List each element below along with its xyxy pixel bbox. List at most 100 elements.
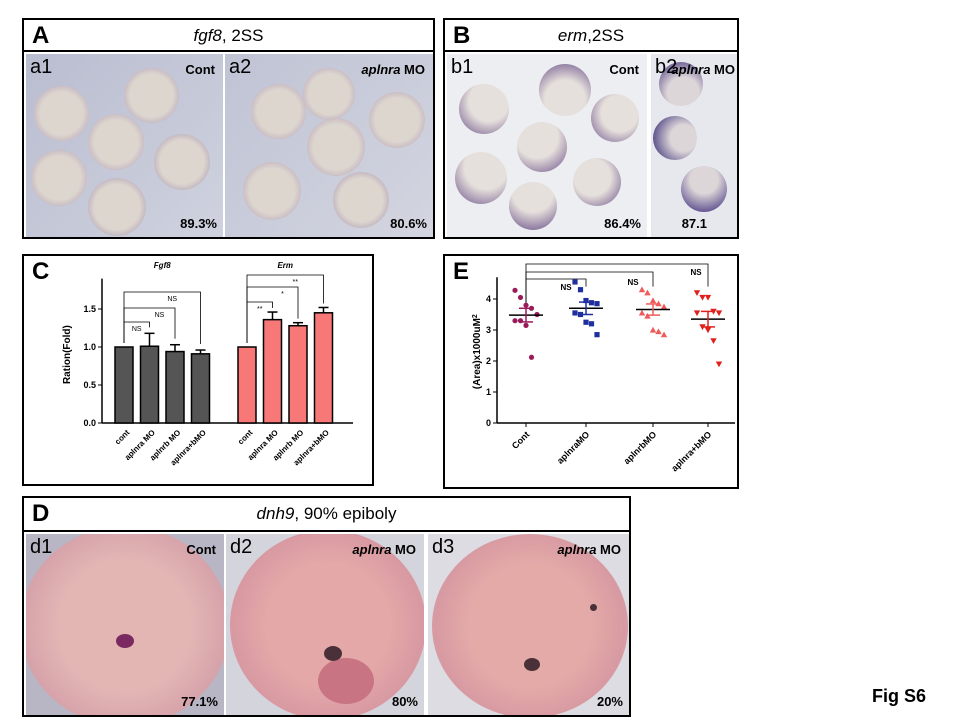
- bar: [190, 353, 211, 424]
- significance-bracket: [123, 291, 201, 345]
- panel-title: fgf8, 2SS: [193, 26, 264, 45]
- panel-title: dnh9, 90% epiboly: [256, 504, 397, 523]
- y-tick-label: 1: [486, 387, 491, 397]
- data-point: [710, 338, 717, 345]
- panel-label: B: [453, 22, 471, 49]
- data-point: [594, 301, 600, 307]
- y-tick-label: 0: [486, 418, 491, 428]
- group-title: Fgf8: [154, 261, 171, 270]
- significance-label: *: [281, 291, 284, 298]
- condition-label: aplnra MO: [352, 542, 416, 557]
- panel-title: erm,2SS: [557, 26, 625, 45]
- data-point: [583, 297, 589, 304]
- data-point: [638, 309, 646, 316]
- bar: [313, 312, 334, 424]
- embryo-image-d1: d1 Cont 77.1%: [26, 534, 224, 715]
- y-tick-label: 3: [486, 325, 491, 335]
- y-axis-label: Ration(Fold): [62, 325, 73, 384]
- embryo-image-d3: d3 aplnra MO 20%: [428, 534, 629, 715]
- x-tick-label: Cont: [510, 429, 532, 451]
- significance-label: NS: [690, 268, 702, 277]
- divider: [445, 50, 737, 52]
- x-tick-label: aplnra+bMO: [669, 429, 713, 473]
- data-point: [572, 279, 578, 285]
- data-point: [594, 332, 600, 338]
- data-point: [715, 310, 723, 317]
- data-point: [638, 286, 646, 293]
- percent-label: 20%: [596, 694, 623, 709]
- data-point: [715, 361, 723, 368]
- data-point: [644, 289, 651, 296]
- embryo-image-b1: b1 Cont 86.4%: [447, 54, 647, 237]
- data-point: [588, 321, 595, 327]
- significance-label: NS: [132, 326, 142, 333]
- embryo-image-a1: a1 Cont 89.3%: [26, 54, 223, 237]
- bar: [114, 346, 134, 424]
- x-tick-label: aplnraMO: [555, 429, 591, 465]
- image-label: d1: [30, 536, 53, 558]
- image-label: b1: [451, 56, 474, 78]
- data-point: [649, 297, 657, 304]
- bar: [165, 350, 185, 424]
- significance-label: NS: [627, 278, 639, 287]
- data-point: [512, 287, 518, 293]
- panel-label: C: [32, 258, 50, 285]
- data-point: [583, 319, 589, 325]
- data-point: [704, 294, 712, 301]
- significance-label: **: [293, 279, 299, 286]
- condition-label: Cont: [185, 62, 215, 77]
- data-point: [649, 326, 657, 333]
- panel-e: E: [443, 254, 739, 489]
- data-point: [693, 310, 701, 317]
- embryo-image-b2: b2 aplnra MO 87.1: [651, 54, 737, 237]
- significance-bracket: [525, 263, 709, 309]
- y-axis-label: (Area)x1000uM2: [472, 314, 484, 389]
- percent-label: 80%: [391, 694, 418, 709]
- significance-label: NS: [167, 296, 177, 303]
- significance-label: NS: [155, 312, 165, 319]
- figure-label: Fig S6: [872, 686, 927, 706]
- data-point: [572, 310, 578, 316]
- data-point: [699, 294, 706, 301]
- data-point: [693, 290, 701, 296]
- panel-label: A: [32, 22, 50, 49]
- image-label: b2: [655, 56, 678, 78]
- y-tick-label: 1.0: [83, 342, 96, 352]
- bar: [237, 346, 257, 424]
- condition-label: aplnra MO: [671, 62, 735, 77]
- group-title: Erm: [277, 261, 293, 270]
- y-tick-label: 1.5: [83, 304, 96, 314]
- percent-label: 77.1%: [181, 694, 218, 709]
- data-point: [528, 354, 535, 360]
- percent-label: 80.6%: [390, 216, 427, 231]
- panel-label: D: [32, 500, 50, 527]
- bar: [288, 324, 308, 424]
- percent-label: 89.3%: [180, 216, 217, 231]
- data-point: [512, 318, 518, 324]
- data-point: [655, 328, 662, 335]
- significance-label: **: [257, 306, 263, 313]
- y-tick-label: 2: [486, 356, 491, 366]
- bar: [139, 345, 160, 424]
- embryo-image-a2: a2 aplnra MO 80.6%: [225, 54, 433, 237]
- data-point: [704, 327, 712, 334]
- percent-label: 86.4%: [604, 216, 641, 231]
- data-point: [577, 287, 584, 293]
- image-label: a1: [30, 56, 53, 78]
- data-point: [523, 302, 529, 308]
- percent-label: 87.1: [681, 216, 707, 231]
- condition-label: Cont: [186, 542, 216, 557]
- y-tick-label: 4: [486, 294, 491, 304]
- y-axis-label-superscript: 2: [472, 314, 479, 318]
- divider: [24, 530, 629, 532]
- y-tick-label: 0.5: [83, 380, 96, 390]
- y-tick-label: 0.0: [83, 418, 96, 428]
- image-label: d3: [432, 536, 455, 558]
- significance-bracket: [246, 274, 324, 343]
- data-point: [660, 331, 668, 338]
- divider: [24, 50, 433, 52]
- panel-label: E: [453, 258, 470, 285]
- panel-a: A fgf8, 2SS a1 Cont 89.3% a2 aplnra MO 8…: [22, 18, 435, 239]
- condition-label: Cont: [609, 62, 639, 77]
